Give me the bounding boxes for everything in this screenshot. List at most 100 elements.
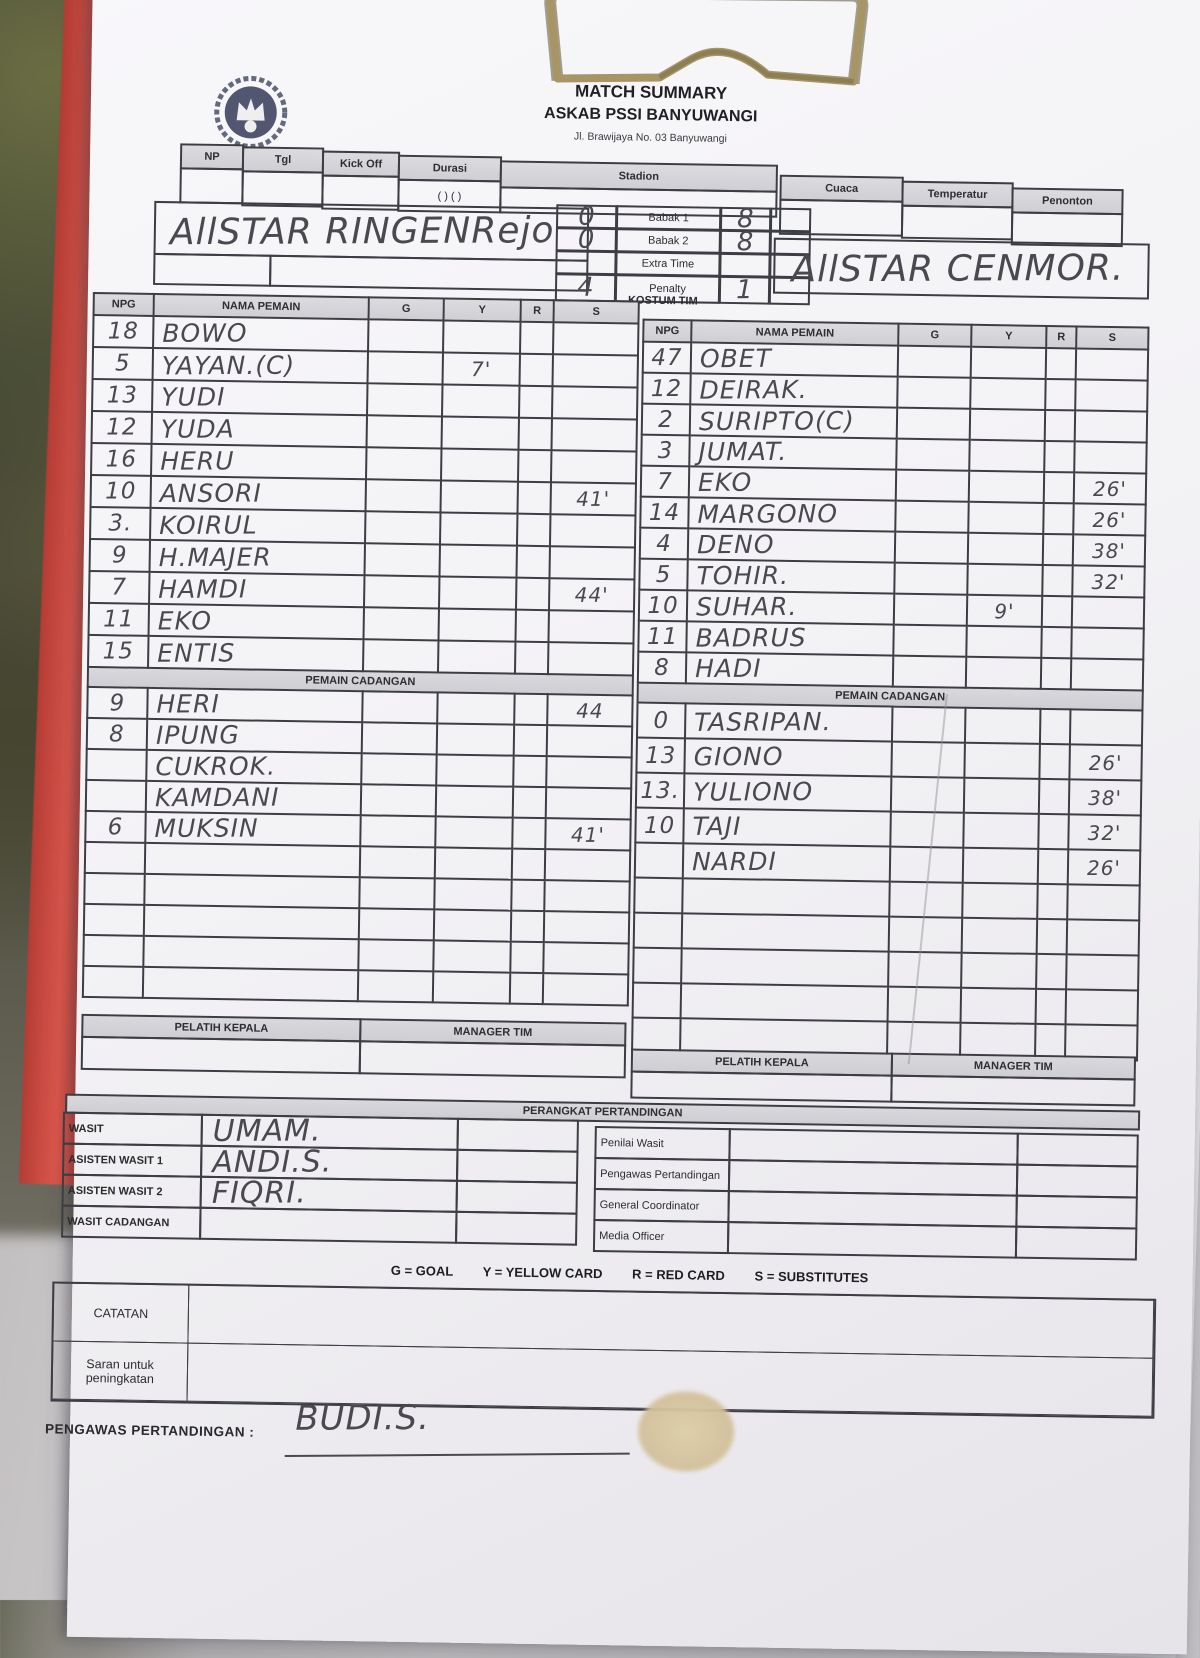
cell-g: [367, 351, 444, 385]
cell-s: [1065, 989, 1139, 1026]
cell-s: 26': [1069, 744, 1142, 781]
cell-r: [1043, 502, 1074, 535]
cell-y: [965, 656, 1042, 689]
general-coordinator-label: General Coordinator: [593, 1187, 730, 1224]
cell-s: [1074, 410, 1148, 443]
cell-npg: 9: [87, 686, 148, 719]
cell-g: [363, 575, 440, 609]
legend-yellow: Y = YELLOW CARD: [482, 1264, 603, 1282]
saran-label: Saran untuk peningkatan: [51, 1340, 189, 1402]
cell-nama: CUKROK.: [146, 749, 362, 785]
cell-s: [548, 610, 634, 644]
cell-r: [516, 513, 551, 547]
cell-r: [1042, 533, 1074, 566]
cell-y: [967, 532, 1044, 565]
asisten2-extra: [455, 1179, 579, 1215]
officials-left: WASIT UMAM. ASISTEN WASIT 1 ANDI.S. ASIS…: [61, 1111, 579, 1246]
kickoff-header: Kick Off: [321, 150, 401, 178]
cell-y: [439, 512, 518, 546]
cell-g: [362, 639, 439, 673]
cell-r: [1037, 848, 1069, 885]
cell-y: [962, 882, 1038, 919]
cell-r: [515, 577, 550, 611]
col-npg: NPG: [93, 292, 154, 316]
cell-s: [545, 787, 632, 820]
cell-nama: [681, 948, 889, 987]
cell-s: [547, 642, 634, 676]
cell-s: [549, 514, 636, 548]
score-home-b2: 0: [555, 225, 617, 255]
cell-r: [509, 972, 544, 1005]
pssi-logo: [208, 70, 293, 155]
cell-r: [513, 755, 547, 788]
cell-y: [436, 723, 515, 756]
cell-g: [368, 319, 444, 353]
cell-g: [891, 741, 965, 778]
cell-r: [514, 693, 548, 726]
cell-nama: [144, 842, 361, 878]
cell-npg: [633, 947, 682, 984]
cell-r: [1039, 708, 1071, 745]
cell-npg: [85, 779, 147, 812]
cell-r: [1038, 778, 1070, 815]
wasit-extra: [456, 1117, 579, 1153]
cell-npg: 12: [642, 372, 691, 405]
cell-r: [518, 417, 552, 451]
cell-npg: 0: [636, 702, 686, 739]
cell-r: [516, 545, 550, 579]
cell-g: [891, 706, 966, 743]
cell-npg: 12: [91, 410, 153, 444]
cell-y: [440, 448, 519, 482]
cell-s: 38': [1072, 534, 1146, 567]
away-manager-value: [890, 1074, 1136, 1107]
cell-g: [367, 383, 443, 417]
cell-s: 32': [1072, 565, 1145, 598]
cell-npg: 6: [85, 810, 146, 843]
extratime-label: Extra Time: [615, 251, 721, 277]
babak2-label: Babak 2: [615, 228, 721, 254]
cell-s: [1069, 709, 1143, 746]
cell-r: [1035, 988, 1067, 1025]
form-sheet: MATCH SUMMARY ASKAB PSSI BANYUWANGI Jl. …: [45, 0, 1200, 1655]
cell-s: 26': [1073, 472, 1147, 505]
cell-nama: [143, 904, 360, 940]
cell-y: [969, 439, 1045, 472]
cell-s: [1071, 627, 1144, 660]
cell-r: [517, 449, 552, 483]
cell-npg: [83, 903, 145, 936]
cell-s: [1067, 884, 1140, 921]
babak1-label: Babak 1: [615, 205, 722, 231]
cell-nama: EKO: [148, 603, 364, 640]
wasit-cadangan-label: WASIT CADANGAN: [61, 1204, 202, 1240]
penilai-wasit-label: Penilai Wasit: [594, 1125, 731, 1162]
cell-g: [894, 562, 968, 595]
cell-npg: [84, 872, 145, 905]
cell-y: [442, 384, 520, 418]
cell-s: 41': [545, 818, 631, 851]
legend-subs: S = SUBSTITUTES: [754, 1268, 869, 1286]
cell-r: [1043, 471, 1075, 504]
cell-g: [359, 846, 436, 879]
col-y: Y: [443, 298, 521, 322]
home-sub-cell-2: [269, 254, 589, 292]
cell-npg: 5: [92, 346, 154, 380]
cell-s: 26': [1073, 503, 1146, 536]
cell-npg: [633, 912, 683, 949]
cell-npg: 8: [86, 717, 148, 750]
cell-r: [519, 353, 553, 387]
pengawas-extra: [1015, 1163, 1139, 1199]
cell-g: [890, 811, 964, 848]
cell-r: [1037, 883, 1068, 920]
cell-g: [888, 951, 962, 988]
cell-y: [439, 544, 517, 578]
cell-s: 38': [1068, 779, 1142, 816]
cell-nama: HADI: [685, 652, 894, 687]
cell-s: [544, 849, 631, 882]
cell-g: [893, 624, 967, 657]
np-value: [179, 167, 244, 205]
cell-nama: HERI: [147, 687, 363, 723]
cell-s: [546, 725, 633, 758]
cell-s: 41': [550, 482, 636, 516]
cell-y: [968, 470, 1045, 503]
cell-nama: SURIPTO(C): [689, 404, 898, 439]
